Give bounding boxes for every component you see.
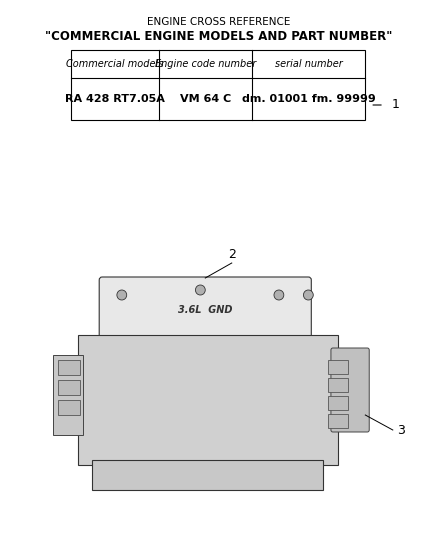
FancyBboxPatch shape (99, 277, 311, 343)
Bar (53, 355, 82, 435)
Bar (58, 380, 80, 395)
Bar (71, 50, 365, 120)
Text: VM 64 C: VM 64 C (180, 94, 231, 104)
Text: 3: 3 (397, 424, 405, 437)
Text: 3.6L  GND: 3.6L GND (178, 305, 233, 315)
Bar (92, 460, 323, 490)
Bar (58, 400, 80, 415)
Bar (78, 335, 338, 465)
Bar (58, 360, 80, 375)
Bar (328, 414, 348, 428)
FancyBboxPatch shape (331, 348, 369, 432)
Circle shape (304, 290, 313, 300)
Text: "COMMERCIAL ENGINE MODELS AND PART NUMBER": "COMMERCIAL ENGINE MODELS AND PART NUMBE… (45, 29, 393, 43)
Text: ENGINE CROSS REFERENCE: ENGINE CROSS REFERENCE (147, 17, 291, 27)
Circle shape (117, 290, 127, 300)
Text: 1: 1 (392, 99, 400, 111)
Bar (328, 396, 348, 410)
Text: RA 428 RT7.05A: RA 428 RT7.05A (65, 94, 165, 104)
Text: Commercial models: Commercial models (66, 59, 164, 69)
Text: Engine code number: Engine code number (155, 59, 256, 69)
Bar (328, 378, 348, 392)
Text: serial number: serial number (275, 59, 343, 69)
Circle shape (195, 285, 205, 295)
Text: 2: 2 (228, 248, 236, 262)
Circle shape (274, 290, 284, 300)
Bar (328, 360, 348, 374)
Text: dm. 01001 fm. 99999: dm. 01001 fm. 99999 (242, 94, 376, 104)
